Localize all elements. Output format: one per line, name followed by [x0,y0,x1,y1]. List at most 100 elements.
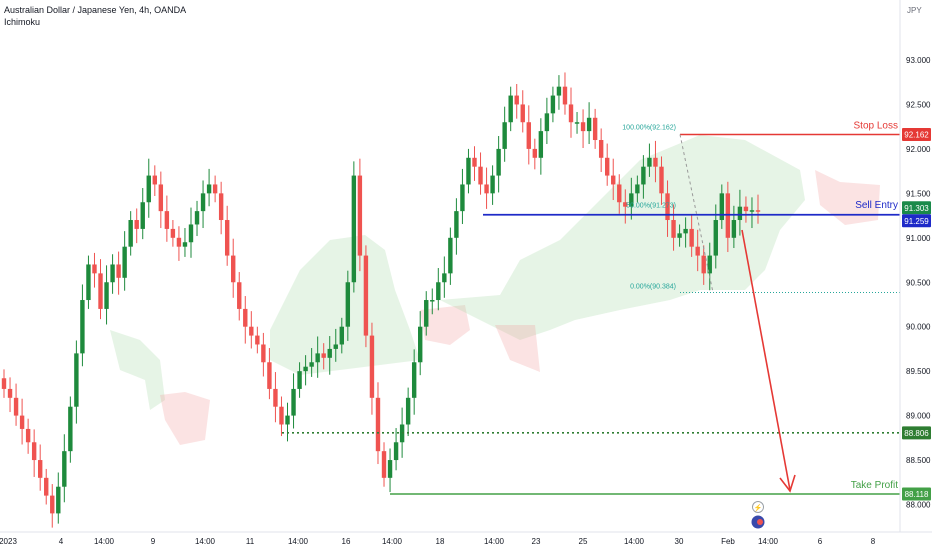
x-tick-label: 14:00 [624,537,645,546]
candle-body [224,220,230,256]
candle-body [31,442,37,461]
y-tick-label: 88.500 [906,456,931,465]
candle-body [243,308,248,327]
cloud-area [495,325,540,372]
stop-loss-tag-text: 92.162 [904,130,929,139]
candle-body [303,366,308,372]
cloud-area [160,392,210,445]
x-tick-label: 14:00 [195,537,216,546]
candle-body [629,193,634,207]
sell-entry-label: Sell Entry [855,200,898,211]
x-tick-label: 14:00 [382,537,403,546]
y-tick-label: 91.500 [906,189,931,198]
y-tick-label: 89.500 [906,367,931,376]
x-tick-label: Feb [721,537,735,546]
candle-body [369,335,375,398]
candle-body [562,86,568,105]
cloud-area [110,330,165,410]
candle-body [580,122,586,132]
sell-entry-tag-text: 91.259 [904,217,929,226]
candle-body [671,220,676,238]
candle-body [605,157,610,176]
candle-body [755,210,761,212]
candle-body [255,335,260,345]
fib-50-label: 50.00%(91.273) [626,203,676,210]
candle-body [327,348,332,358]
stop-loss-tag [902,127,931,141]
x-tick-label: 8 [871,537,876,546]
arrow-head [779,474,796,493]
candle-body [345,282,351,327]
candle-body [665,193,670,221]
candle-body [116,264,121,278]
candle-body [568,104,574,123]
take-profit-tag-text: 88.118 [905,490,929,499]
candle-body [424,300,429,327]
candle-body [508,95,513,123]
fib-0-label: 0.00%(90.384) [630,284,676,291]
candle-body [502,122,507,149]
candle-body [701,255,706,274]
candle-body [80,300,85,354]
candle-body [194,211,200,225]
candle-body [418,326,423,363]
candle-body [267,362,272,389]
candle-body [641,166,646,185]
event-flash-glyph: ⚡ [754,503,763,512]
candle-body [466,157,471,185]
candle-body [231,255,236,283]
cloud-area [270,235,420,375]
candle-body [158,184,164,212]
candle-body [598,140,604,158]
candle-body [411,362,417,398]
candle-body [333,344,338,349]
x-tick-label: 4 [59,537,64,546]
x-tick-label: 6 [818,537,823,546]
candle-body [146,175,151,203]
chart-title: Australian Dollar / Japanese Yen, 4h, OA… [4,5,187,15]
indicator-label[interactable]: Ichimoku [4,17,41,27]
candle-body [285,415,290,425]
candle-body [206,184,212,194]
candle-body [737,206,743,221]
candle-body [237,282,242,309]
candle-body [490,175,495,194]
y-tick-label: 93.000 [906,56,931,65]
candle-body [297,371,302,389]
candle-body [617,184,622,203]
candle-body [339,326,344,345]
candle-body [44,477,49,496]
candle-body [689,228,694,247]
candle-body [731,220,737,238]
candle-body [68,406,73,452]
candle-body [86,264,91,301]
x-tick-label: 2023 [0,537,17,546]
candle-body [363,255,369,336]
take-profit-label: Take Profit [851,480,898,491]
y-tick-label: 89.000 [906,412,931,421]
candle-body [291,388,296,416]
candle-body [375,397,381,452]
candle-body [526,122,531,149]
candle-body [357,175,363,256]
x-tick-label: 14:00 [288,537,309,546]
candle-body [538,131,544,158]
candle-body [200,193,206,212]
candle-body [442,273,447,283]
candle-body [381,451,387,478]
candle-body [520,104,525,123]
candle-body [25,428,31,443]
candle-body [574,122,580,124]
candle-body [309,362,314,367]
event-flash-icon [752,501,764,513]
candle-body [514,95,519,105]
currency-label: JPY [907,6,922,15]
x-tick-label: 16 [342,537,351,546]
candle-body [623,202,628,207]
candle-body [134,220,139,229]
x-tick-label: 30 [675,537,684,546]
sell-entry-tag [902,214,931,228]
take-profit-tag [902,487,931,501]
candle-body [249,326,254,336]
